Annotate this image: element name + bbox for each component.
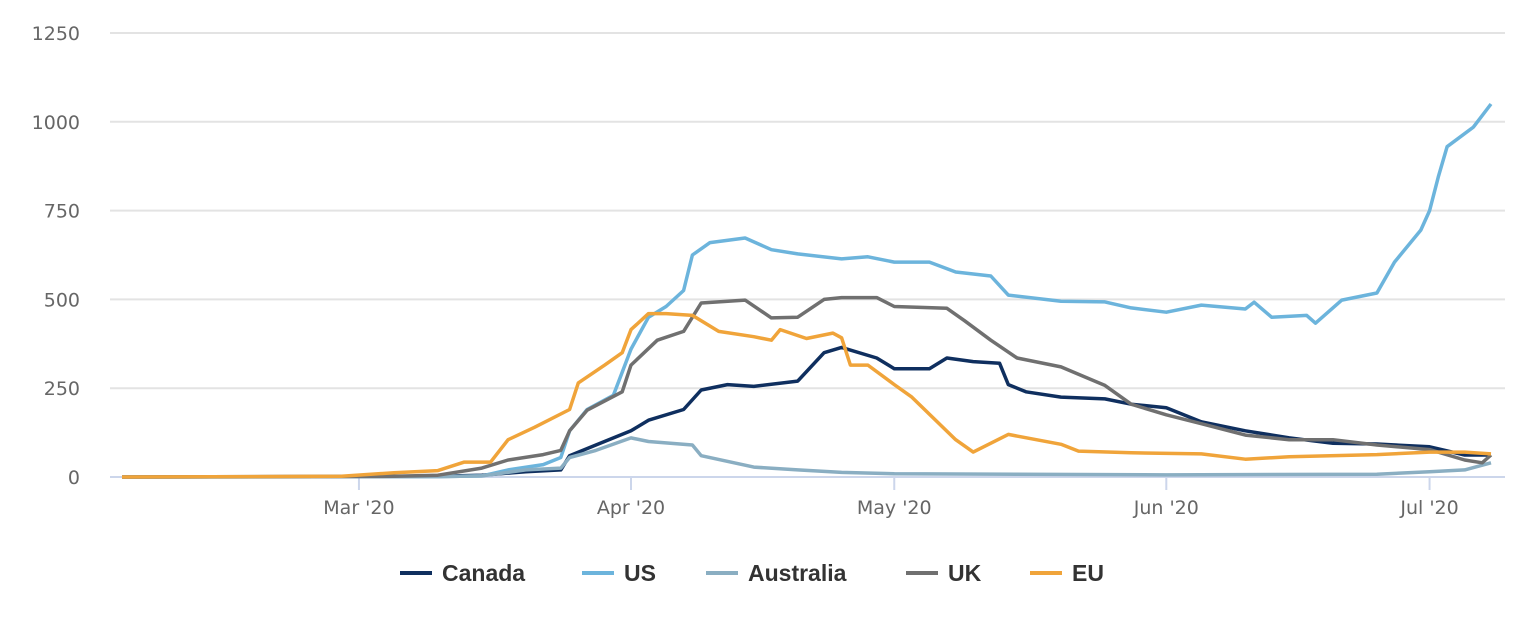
legend-item-eu[interactable]: EU xyxy=(1030,560,1104,586)
series-line-uk xyxy=(121,295,1493,479)
y-axis: 0 250 500 750 1000 1250 xyxy=(32,23,80,489)
y-tick-label: 500 xyxy=(44,289,80,311)
legend-item-uk[interactable]: UK xyxy=(906,560,982,586)
x-tick-label: May '20 xyxy=(857,497,932,519)
gridlines xyxy=(110,32,1505,478)
y-tick-label: 1000 xyxy=(32,112,80,134)
series-line-us xyxy=(121,102,1493,479)
legend-item-us[interactable]: US xyxy=(582,560,656,586)
x-tick-label: Jun '20 xyxy=(1133,497,1199,519)
x-tick-label: Apr '20 xyxy=(597,497,665,519)
x-tick-label: Jul '20 xyxy=(1399,497,1458,519)
legend-label: US xyxy=(624,560,656,586)
legend-label: Australia xyxy=(748,560,847,586)
y-tick-label: 750 xyxy=(44,201,80,223)
legend: Canada US Australia UK EU xyxy=(400,560,1104,586)
y-tick-label: 0 xyxy=(68,467,80,489)
x-axis: Mar '20 Apr '20 May '20 Jun '20 Jul '20 xyxy=(323,477,1459,519)
legend-item-canada[interactable]: Canada xyxy=(400,560,525,586)
legend-label: EU xyxy=(1072,560,1104,586)
x-tick-label: Mar '20 xyxy=(323,497,394,519)
legend-label: Canada xyxy=(442,560,525,586)
y-tick-label: 250 xyxy=(44,378,80,400)
legend-item-australia[interactable]: Australia xyxy=(706,560,847,586)
legend-label: UK xyxy=(948,560,982,586)
series-line-canada xyxy=(121,345,1491,479)
series-line-australia xyxy=(121,436,1492,479)
y-tick-label: 1250 xyxy=(32,23,80,45)
series-line-eu xyxy=(121,311,1492,479)
series-lines xyxy=(121,102,1493,479)
